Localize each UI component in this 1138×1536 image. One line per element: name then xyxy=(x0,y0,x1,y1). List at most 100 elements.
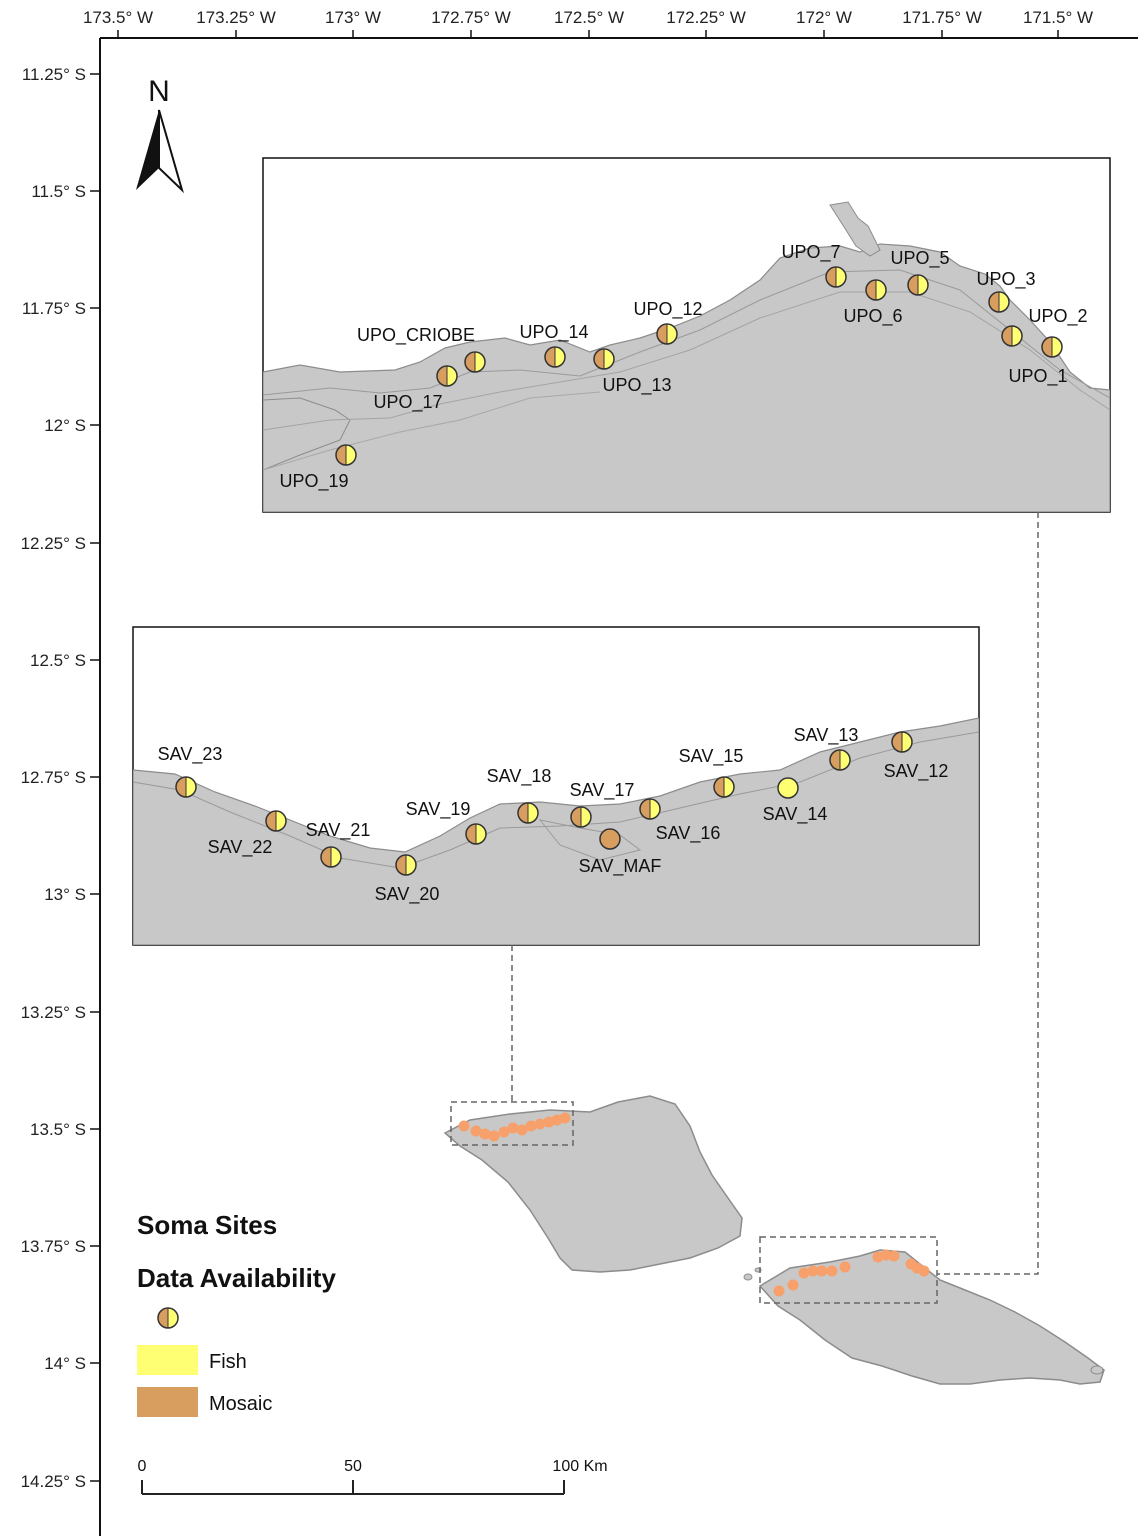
site-marker-sav-17 xyxy=(570,806,592,828)
savaii-sites: SAV_23 SAV_22 SAV_21 SAV_20 SAV_19 SAV_18 SAV_… xyxy=(158,725,949,905)
scale-bar: 0 50 100 Km xyxy=(138,1458,608,1495)
y-tick-label: 12° S xyxy=(44,416,86,435)
y-axis-ticks: 11.25° S 11.5° S 11.75° S 12° S 12.25° S 12.5… xyxy=(21,65,100,1491)
y-tick-label: 11.75° S xyxy=(22,299,86,318)
site-marker-upo-19 xyxy=(335,444,357,466)
overview-site-dot xyxy=(816,1265,828,1277)
overview-site-dot xyxy=(534,1118,546,1130)
site-marker-upo-14 xyxy=(544,346,566,368)
site-label: SAV_18 xyxy=(487,766,552,787)
site-marker-sav-16 xyxy=(639,798,661,820)
legend-split-marker-icon xyxy=(157,1307,179,1329)
site-label: UPO_3 xyxy=(976,269,1035,290)
legend-title: Soma Sites xyxy=(137,1210,277,1240)
y-tick-label: 14.25° S xyxy=(21,1472,86,1491)
site-label: UPO_6 xyxy=(843,306,902,327)
site-label: SAV_15 xyxy=(679,746,744,767)
legend: Soma Sites Data Availability Fish Mosaic xyxy=(137,1210,336,1417)
site-marker-upo-17 xyxy=(436,365,458,387)
x-tick-label: 172.5° W xyxy=(554,8,624,27)
overview-site-dot xyxy=(918,1265,930,1277)
y-tick-label: 12.75° S xyxy=(21,768,86,787)
site-marker-upo-2 xyxy=(1001,325,1023,347)
site-marker-upo-6 xyxy=(865,279,887,301)
x-tick-label: 171.5° W xyxy=(1023,8,1093,27)
savaii-inset: SAV_23 SAV_22 SAV_21 SAV_20 SAV_19 SAV_18 SAV_… xyxy=(132,626,980,946)
site-marker-sav-20 xyxy=(395,854,417,876)
site-label: SAV_21 xyxy=(306,820,371,841)
site-marker-sav-22 xyxy=(265,810,287,832)
site-marker-upo-12 xyxy=(656,323,678,345)
y-tick-label: 13° S xyxy=(44,885,86,904)
site-label: UPO_2 xyxy=(1028,306,1087,327)
overview-site-dot xyxy=(559,1112,571,1124)
site-marker-sav-15 xyxy=(713,776,735,798)
site-label: SAV_23 xyxy=(158,744,223,765)
x-axis-ticks: 173.5° W 173.25° W 173° W 172.75° W 172.5° W… xyxy=(83,8,1093,38)
legend-label-mosaic: Mosaic xyxy=(209,1393,272,1415)
overview-site-dot xyxy=(839,1261,851,1273)
site-marker-sav-23 xyxy=(175,776,197,798)
site-marker-sav-14 xyxy=(777,777,799,799)
y-tick-label: 12.25° S xyxy=(21,534,86,553)
y-tick-label: 13.5° S xyxy=(30,1120,86,1139)
legend-swatch-mosaic xyxy=(137,1387,198,1417)
site-label: SAV_22 xyxy=(208,837,273,858)
site-label: UPO_7 xyxy=(781,242,840,263)
site-label: SAV_19 xyxy=(406,799,471,820)
overview-site-dot xyxy=(470,1125,482,1137)
site-label: SAV_13 xyxy=(794,725,859,746)
site-marker-sav-21 xyxy=(320,846,342,868)
site-label: SAV_12 xyxy=(884,761,949,782)
x-tick-label: 173.5° W xyxy=(83,8,153,27)
x-tick-label: 172° W xyxy=(796,8,852,27)
y-tick-label: 11.5° S xyxy=(31,182,86,201)
scale-label-100: 100 Km xyxy=(552,1458,607,1475)
north-label: N xyxy=(148,75,170,108)
site-marker-upo-criobe xyxy=(464,351,486,373)
site-label: SAV_17 xyxy=(570,780,635,801)
overview-site-dot xyxy=(787,1279,799,1291)
overview-site-dot xyxy=(498,1126,510,1138)
site-label: UPO_14 xyxy=(519,322,588,343)
site-marker-upo-1 xyxy=(1041,336,1063,358)
scale-label-0: 0 xyxy=(138,1458,147,1475)
x-tick-label: 173° W xyxy=(325,8,381,27)
scale-label-50: 50 xyxy=(344,1458,362,1475)
overview-site-dot xyxy=(807,1265,819,1277)
site-marker-upo-13 xyxy=(593,348,615,370)
site-marker-upo-3 xyxy=(988,291,1010,313)
samoa-islands xyxy=(443,1095,1105,1385)
site-label: UPO_1 xyxy=(1008,366,1067,387)
site-marker-sav-19 xyxy=(465,823,487,845)
overview-site-dot xyxy=(516,1124,528,1136)
x-tick-label: 172.25° W xyxy=(666,8,746,27)
site-label: SAV_16 xyxy=(656,823,721,844)
site-marker-sav-18 xyxy=(517,802,539,824)
x-tick-label: 172.75° W xyxy=(431,8,511,27)
overview-site-dot xyxy=(888,1250,900,1262)
overview-site-dot xyxy=(525,1120,537,1132)
legend-swatch-fish xyxy=(137,1345,198,1375)
y-tick-label: 13.75° S xyxy=(21,1237,86,1256)
overview-site-dot xyxy=(458,1120,470,1132)
y-tick-label: 11.25° S xyxy=(22,65,86,84)
north-arrow-icon: N xyxy=(136,75,184,194)
map-frame xyxy=(99,37,1138,1536)
legend-label-fish: Fish xyxy=(209,1351,247,1373)
x-tick-label: 173.25° W xyxy=(196,8,276,27)
site-label: UPO_12 xyxy=(633,299,702,320)
site-marker-sav-12 xyxy=(891,731,913,753)
site-label: SAV_20 xyxy=(375,884,440,905)
savaii-coastline xyxy=(133,717,979,945)
overview-site-dots xyxy=(458,1112,930,1297)
overview-site-dot xyxy=(826,1265,838,1277)
y-tick-label: 13.25° S xyxy=(21,1003,86,1022)
overview-site-dot xyxy=(798,1267,810,1279)
overview-site-dot xyxy=(479,1128,491,1140)
site-label: UPO_CRIOBE xyxy=(357,325,475,346)
y-tick-label: 14° S xyxy=(44,1354,86,1373)
site-marker-sav-13 xyxy=(829,749,851,771)
site-label: UPO_17 xyxy=(373,392,442,413)
